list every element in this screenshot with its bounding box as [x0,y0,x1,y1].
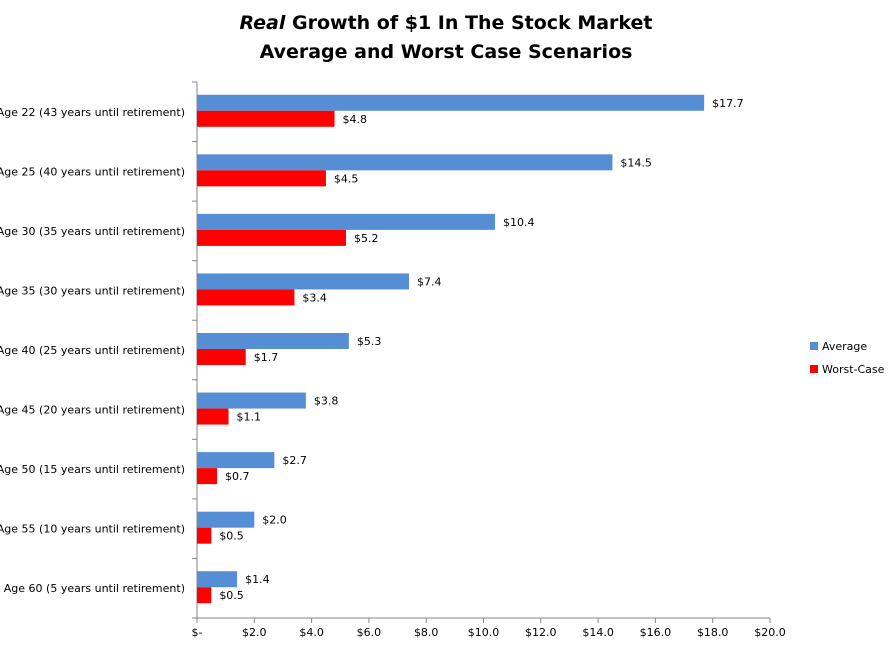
chart-subtitle: Average and Worst Case Scenarios [260,41,633,63]
bar-worst-case [197,110,335,127]
data-label-worst-case: $4.8 [343,113,368,126]
chart-title-italic: Real [239,12,285,34]
x-tick-label: $- [192,626,203,639]
category-label: Age 45 (20 years until retirement) [0,404,185,417]
data-label-worst-case: $3.4 [302,291,327,304]
bar-average [197,94,705,111]
legend-swatch-worst-case [810,365,818,373]
category-label: Age 40 (25 years until retirement) [0,344,185,357]
bar-average [197,154,613,171]
x-tick-label: $14.0 [582,626,614,639]
data-label-worst-case: $4.5 [334,172,359,185]
chart-title-rest: Growth of $1 In The Stock Market [285,12,652,34]
category-label: Age 55 (10 years until retirement) [0,523,185,536]
bar-average [197,392,306,409]
legend: Average Worst-Case [810,340,885,376]
x-tick-label: $16.0 [640,626,672,639]
x-tick-label: $4.0 [299,626,324,639]
plot-area: $- $2.0 $4.0 $6.0 $8.0 $10.0 $12.0 $14.0 $16.0 $1… [0,81,786,639]
data-label-average: $2.0 [262,514,287,527]
bar-average [197,511,255,528]
data-label-average: $10.4 [503,216,534,229]
data-label-average: $17.7 [712,97,744,110]
x-tick-label: $18.0 [697,626,729,639]
bar-worst-case [197,289,295,306]
legend-label-average: Average [822,340,867,353]
bar-worst-case [197,408,229,425]
legend-swatch-average [810,342,818,350]
category-label: Age 22 (43 years until retirement) [0,106,185,119]
data-label-worst-case: $0.5 [219,530,244,543]
category-label: Age 25 (40 years until retirement) [0,165,185,178]
data-label-average: $2.7 [282,454,307,467]
data-label-average: $14.5 [620,156,652,169]
bar-average [197,213,495,230]
data-label-worst-case: $0.5 [219,589,244,602]
bar-average [197,333,349,349]
chart-title: Real Growth of $1 In The Stock Market [239,12,652,34]
bar-worst-case [197,349,246,365]
data-label-worst-case: $5.2 [354,232,379,245]
data-label-average: $7.4 [417,275,442,288]
bar-worst-case [197,468,218,485]
data-label-average: $3.8 [314,395,339,408]
data-label-worst-case: $1.1 [237,411,262,424]
x-tick-label: $2.0 [242,626,267,639]
x-tick-label: $20.0 [754,626,786,639]
bar-worst-case [197,587,212,604]
bar-average [197,273,410,290]
bar-average [197,452,275,469]
bar-average [197,571,238,588]
legend-label-worst-case: Worst-Case [822,363,885,376]
bar-worst-case [197,527,212,544]
x-tick-label: $6.0 [357,626,382,639]
category-label: Age 50 (15 years until retirement) [0,463,185,476]
data-label-average: $1.4 [245,573,269,586]
bar-worst-case [197,229,346,246]
x-tick-label: $12.0 [525,626,557,639]
category-label: Age 60 (5 years until retirement) [4,582,185,595]
x-tick-label: $8.0 [414,626,439,639]
category-label: Age 35 (30 years until retirement) [0,284,185,297]
data-label-worst-case: $0.7 [225,470,250,483]
x-tick-label: $10.0 [468,626,500,639]
data-label-worst-case: $1.7 [254,351,279,364]
category-label: Age 30 (35 years until retirement) [0,225,185,238]
data-label-average: $5.3 [357,335,382,348]
bar-worst-case [197,170,326,187]
